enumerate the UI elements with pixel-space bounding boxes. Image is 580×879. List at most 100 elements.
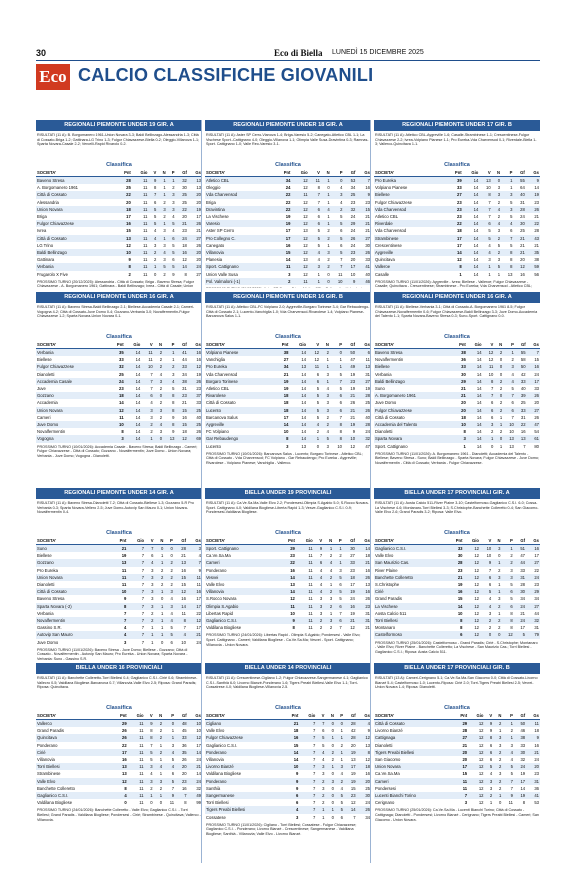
stat-cell: 19	[350, 386, 356, 392]
stat-cell: 6	[501, 602, 514, 610]
classifica-heading: Classifica	[106, 705, 132, 711]
stat-cell: 21	[175, 220, 188, 228]
stat-cell: 4	[488, 242, 491, 248]
stat-cell: 1	[334, 734, 344, 742]
stat-cell: 47	[350, 357, 356, 363]
stat-cell: 5	[340, 214, 343, 220]
stat-cell: 31	[520, 414, 526, 420]
table-row: Banchette Colleretto 21 12 6 3 3 31 24	[374, 573, 540, 582]
stat-cell: 32	[356, 435, 371, 443]
stat-cell: 34	[365, 814, 370, 820]
stat-cell: 2	[499, 400, 503, 406]
stat-cell: 4	[148, 234, 158, 242]
team-name-cell: Valle Elvo	[375, 553, 394, 559]
stat-cell: 4	[153, 421, 164, 429]
stat-cell: 53	[534, 800, 539, 806]
stat-cell: 3	[145, 573, 155, 582]
stat-cell: 3	[166, 191, 176, 199]
stat-cell: 3	[145, 602, 155, 610]
stat-cell: 8	[501, 263, 514, 271]
stat-cell: 7	[150, 742, 153, 748]
team-name-cell: S.Rocco Novara	[206, 596, 237, 602]
stat-cell: 8	[339, 429, 343, 435]
stat-cell: 2	[499, 386, 503, 392]
stat-cell: 44	[182, 357, 187, 363]
stat-cell: 21	[513, 249, 526, 257]
table-row: Verbania 8 11 1 5 5 14 24	[36, 263, 202, 271]
stat-cell: 3	[334, 763, 344, 771]
stat-cell: 27	[526, 406, 540, 414]
stat-cell: 23	[343, 792, 357, 800]
team-name-cell: Città di Cossato	[36, 588, 111, 596]
stat-cell: 7	[488, 567, 492, 573]
stat-cell: 11	[127, 763, 145, 771]
stat-cell: 12	[314, 357, 320, 363]
stat-cell: 4	[124, 625, 127, 631]
stat-cell: 26	[350, 400, 356, 406]
table-row: Vda Charvensod 23 14 7 4 3 28 26	[374, 205, 540, 214]
stat-cell: 9	[144, 719, 154, 728]
stat-cell: 11	[110, 573, 128, 582]
stat-cell: 16	[175, 249, 188, 257]
stat-cell: 7	[319, 553, 323, 559]
stat-cell: 6	[170, 639, 173, 645]
column-header: N	[153, 341, 164, 349]
stat-cell: 3	[499, 742, 502, 748]
stat-cell: 0	[163, 719, 176, 728]
results-text: RISULTATI (11 A): Baveno Stresa-Baldi Be…	[37, 305, 195, 318]
stat-cell: 18	[115, 205, 132, 214]
stat-cell: 14	[466, 392, 483, 400]
table-row: Vesvei 14 11 4 2 5 18 26	[205, 573, 371, 582]
stat-cell: 12	[111, 777, 128, 785]
stat-cell: 21	[350, 414, 356, 420]
stat-cell: 12	[175, 435, 188, 443]
stat-cell: 14	[196, 771, 201, 777]
stat-cell: 21	[282, 719, 300, 728]
stat-cell: 2	[498, 567, 501, 573]
team-name-cell: Cameri	[205, 559, 279, 567]
stat-cell: 5	[510, 199, 513, 205]
stat-cell: 22	[278, 559, 296, 567]
stat-cell: 6	[511, 400, 514, 406]
table-row: Novalfermentin 36 14 12 0 2 58 15	[374, 356, 540, 363]
stat-cell: 12	[478, 742, 484, 748]
section-title-bar: Eco CALCIO CLASSIFICHE GIOVANILI	[36, 64, 540, 90]
stat-cell: 4	[308, 249, 321, 257]
column-header: V	[479, 169, 492, 177]
team-name-cell: Valle Elvo	[206, 728, 225, 734]
stat-cell: 24	[534, 371, 539, 377]
stat-cell: 39	[514, 392, 527, 400]
league-title: REGIONALI PIEMONTE UNDER 17 GIR. B	[374, 120, 540, 131]
team-name-cell: Ponderano	[205, 748, 283, 757]
column-header: Gio	[462, 169, 480, 177]
stat-cell: 21	[526, 748, 540, 757]
team-name-cell: Santhià	[206, 785, 221, 791]
team-name-cell: Verbania	[375, 371, 392, 377]
table-row: Suno 21 14 7 2 5 40 33	[374, 385, 540, 392]
stat-cell: 16	[342, 602, 356, 610]
team-name-cell: Valleroe	[374, 263, 447, 271]
table-header-row: SOCIETA' Pnt Gio V N P Gf Gs	[374, 712, 540, 720]
table-row: Gassino S.R. 4 7 1 1 5 7 17	[36, 624, 202, 631]
stat-cell: 3	[498, 596, 501, 602]
column-header: Pnt	[446, 169, 463, 177]
team-name-cell: Tigers Preabi Biellesi	[205, 806, 283, 814]
column-header: Pnt	[451, 341, 467, 349]
stat-cell: 3	[339, 567, 342, 573]
stat-cell: 3	[144, 763, 154, 771]
stat-cell: 22	[514, 421, 527, 429]
stat-cell: 41	[356, 263, 371, 271]
stat-cell: 8	[163, 406, 176, 414]
stat-cell: 8	[163, 421, 176, 429]
classifica-heading: Classifica	[444, 334, 470, 340]
stat-cell: 38	[272, 348, 290, 357]
stat-cell: 26	[526, 392, 540, 400]
stat-cell: 14	[301, 371, 307, 377]
table-row: Città di Cossato 13 11 4 1 6 24 27	[36, 234, 202, 242]
team-name-cell: Fulgor Chiavazzese	[205, 734, 283, 742]
stat-cell: 1	[492, 559, 502, 567]
stat-cell: 28	[513, 205, 526, 214]
table-row: Valle Elvo 12 11 3 3 5 23 24	[36, 777, 202, 785]
stat-cell: 4	[111, 792, 128, 800]
stat-cell: 28	[343, 734, 357, 742]
